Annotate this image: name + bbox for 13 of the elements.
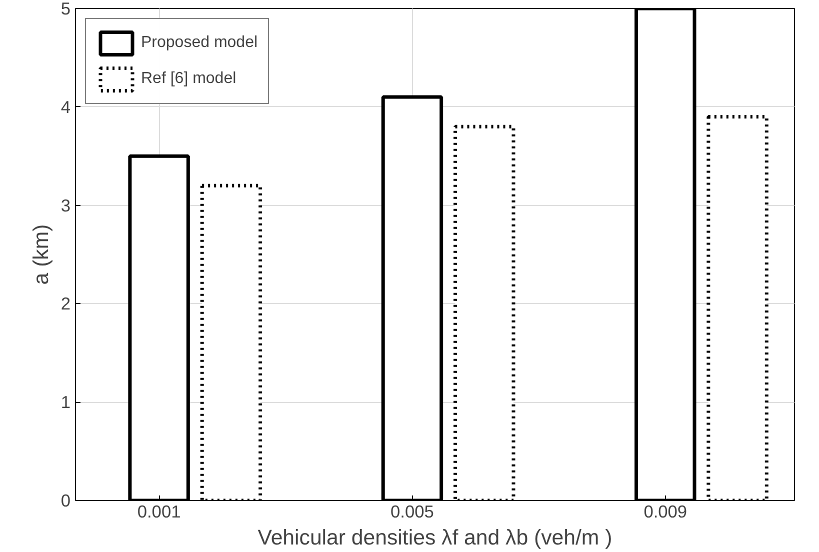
legend-label: Proposed model xyxy=(141,34,258,52)
y-tick-label: 5 xyxy=(60,0,71,18)
y-tick-label: 4 xyxy=(60,96,71,117)
x-tick-label: 0.005 xyxy=(390,502,434,522)
y-tick-label: 3 xyxy=(60,195,71,216)
x-tick-label: 0.001 xyxy=(137,502,181,522)
legend-label: Ref [6] model xyxy=(141,70,236,88)
x-axis-title: Vehicular densities λf and λb (veh/m ) xyxy=(258,526,612,550)
y-axis-title: a (km) xyxy=(28,224,53,285)
y-tick-label: 1 xyxy=(60,392,71,412)
y-tick-label: 2 xyxy=(60,294,71,314)
y-tick-label: 0 xyxy=(60,490,71,510)
x-tick-label: 0.009 xyxy=(644,502,688,522)
